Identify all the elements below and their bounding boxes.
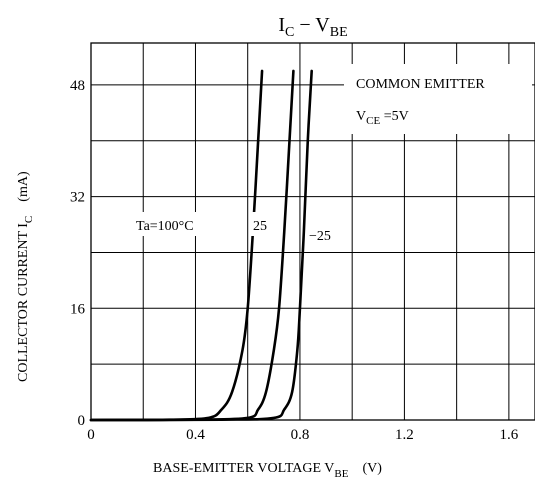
series-label-25: 25 — [253, 219, 267, 234]
y-tick-label: 48 — [70, 78, 85, 94]
series-label-100c: Ta=100°C — [136, 219, 194, 234]
series-line-1 — [89, 69, 295, 422]
series-label-bg-2 — [250, 212, 276, 236]
condition-box — [344, 64, 532, 134]
series-line-2 — [89, 69, 313, 422]
y-tick-label: 32 — [70, 190, 85, 206]
y-tick-labels: 0 16 32 48 — [70, 78, 86, 429]
x-tick-labels: 0 0.4 0.8 1.2 1.6 — [87, 427, 519, 443]
x-tick-label: 0.4 — [186, 427, 205, 443]
x-tick-label: 0 — [87, 427, 95, 443]
x-tick-label: 0.8 — [291, 427, 310, 443]
y-tick-label: 16 — [70, 301, 86, 317]
plot-frame — [90, 42, 535, 421]
condition-line-1: COMMON EMITTER — [356, 77, 485, 92]
condition-line-2: VCE =5V — [356, 109, 409, 127]
series-label-bg-1 — [134, 212, 238, 236]
series-group — [89, 69, 313, 422]
series-label-bg-3 — [306, 222, 344, 246]
x-axis-label: BASE-EMITTER VOLTAGE VBE (V) — [153, 461, 382, 480]
series-label-minus25: −25 — [309, 229, 331, 244]
y-tick-label: 0 — [78, 413, 86, 429]
y-axis-label: COLLECTOR CURRENT IC(mA) — [16, 171, 35, 382]
series-line-0 — [89, 69, 264, 422]
x-tick-label: 1.2 — [395, 427, 414, 443]
chart-title: IC − VBE — [278, 14, 347, 40]
x-tick-label: 1.6 — [500, 427, 519, 443]
